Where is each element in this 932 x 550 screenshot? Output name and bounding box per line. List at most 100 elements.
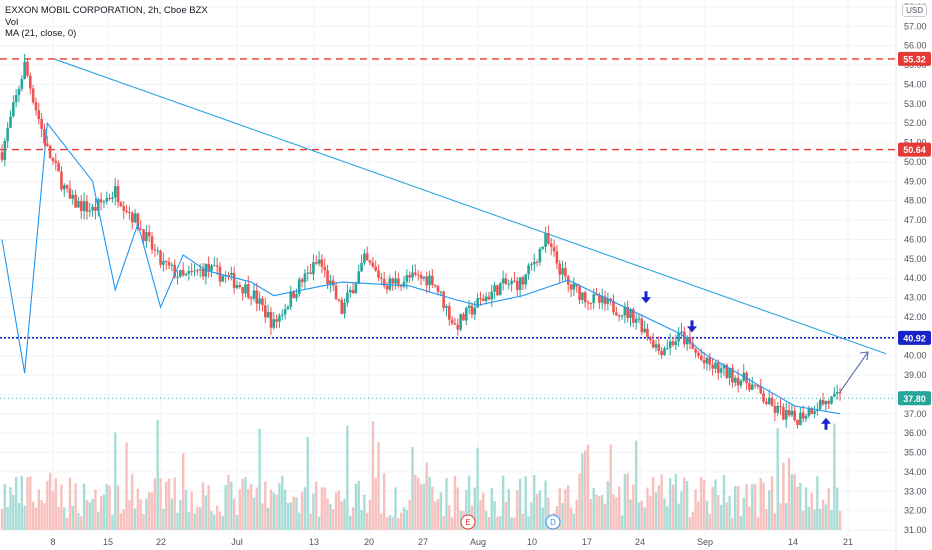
candle-body xyxy=(527,265,530,275)
volume-bar xyxy=(266,507,270,530)
volume-bar xyxy=(196,506,199,530)
volume-bar xyxy=(711,486,714,530)
volume-bar xyxy=(541,507,544,530)
candle-body xyxy=(306,272,310,274)
volume-bar xyxy=(595,494,598,530)
price-tick-label: 48.00 xyxy=(904,196,927,206)
volume-bar xyxy=(315,481,318,530)
volume-bar xyxy=(436,499,440,530)
volume-bar xyxy=(329,504,332,530)
horizontal-levels xyxy=(0,58,896,399)
level-badge xyxy=(898,330,931,345)
candle-body xyxy=(252,290,256,299)
candle-body xyxy=(436,285,440,292)
volume-bar xyxy=(176,512,179,530)
candle-body xyxy=(649,336,652,341)
symbol-title[interactable]: EXXON MOBIL CORPORATION, 2h, Cboe BZX xyxy=(5,5,208,16)
currency-badge[interactable]: USD xyxy=(902,4,927,17)
volume-bar xyxy=(518,478,522,530)
candle-body xyxy=(821,400,825,405)
candle-body xyxy=(598,295,601,303)
event-marker xyxy=(460,514,476,530)
price-tick-label: 44.00 xyxy=(904,273,927,283)
volume-bar xyxy=(600,494,604,530)
candle-body xyxy=(793,410,797,420)
volume-bar xyxy=(748,506,751,530)
candle-body xyxy=(266,311,270,318)
candle-body xyxy=(448,305,451,320)
candle-body xyxy=(176,276,179,278)
trendline-layer xyxy=(54,58,887,355)
volume-bar xyxy=(790,474,794,530)
candle-body xyxy=(416,274,420,276)
candle-body xyxy=(456,324,460,330)
volume-bar xyxy=(838,511,842,530)
volume-bar xyxy=(99,496,103,530)
candle-body xyxy=(337,299,341,301)
volume-bar xyxy=(453,475,457,530)
candle-body xyxy=(397,278,400,285)
volume-indicator-label[interactable]: Vol xyxy=(5,16,19,28)
candle-body xyxy=(626,306,629,318)
volume-bar xyxy=(691,511,694,530)
candle-body xyxy=(510,280,513,285)
candle-body xyxy=(6,127,9,141)
volume-bar xyxy=(533,474,536,530)
volume-bar xyxy=(490,487,493,530)
candle-body xyxy=(119,202,123,207)
volume-bar xyxy=(119,513,123,530)
candle-body xyxy=(179,269,182,277)
price-axis[interactable]: 31.0032.0033.0034.0035.0036.0037.0038.00… xyxy=(904,2,927,535)
candle-body xyxy=(739,380,743,386)
volume-bar xyxy=(736,486,740,530)
candle-body xyxy=(838,392,842,394)
candle-body xyxy=(674,341,678,346)
volume-bar xyxy=(309,513,312,530)
volume-bar xyxy=(354,483,358,530)
candle-body xyxy=(88,210,92,212)
ma-indicator-label[interactable]: MA (21, close, 0) xyxy=(5,28,77,39)
volume-bar xyxy=(493,501,496,530)
candle-body xyxy=(65,185,69,189)
candle-body xyxy=(682,331,686,345)
volume-bar xyxy=(603,503,607,530)
event-marker xyxy=(545,514,561,530)
candle-body xyxy=(297,279,301,295)
price-tick-label: 50.00 xyxy=(904,157,927,167)
candle-body xyxy=(317,259,321,264)
candle-body xyxy=(493,285,496,292)
candle-body xyxy=(113,186,117,198)
time-tick-label: Aug xyxy=(470,537,486,547)
candle-body xyxy=(530,264,533,266)
volume-bar xyxy=(770,476,774,530)
volume-bar xyxy=(187,512,191,530)
volume-bar xyxy=(139,499,142,530)
price-tick-label: 35.00 xyxy=(904,448,927,458)
volume-bar xyxy=(804,487,808,530)
candle-body xyxy=(91,206,94,211)
candle-body xyxy=(501,278,505,284)
volume-bar xyxy=(623,474,627,530)
candle-body xyxy=(617,315,621,317)
candle-body xyxy=(408,275,411,278)
time-axis[interactable]: 8 15 22 Jul 13 20 27 Aug 10 17 24 Sep 14 21 xyxy=(50,537,853,547)
volume-bar xyxy=(88,502,91,530)
candle-body xyxy=(286,306,290,310)
volume-bar xyxy=(768,490,771,530)
volume-bar xyxy=(125,442,128,530)
candle-body xyxy=(504,278,508,285)
volume-bar xyxy=(776,428,779,530)
volume-bar xyxy=(377,442,380,530)
candle-body xyxy=(96,199,100,211)
volume-bar xyxy=(660,474,663,530)
volume-bar xyxy=(74,483,77,530)
arrow-down-icon xyxy=(641,291,651,304)
price-tick-label: 57.00 xyxy=(904,21,927,31)
volume-bar xyxy=(317,516,321,530)
volume-bar xyxy=(564,489,567,530)
volume-bar xyxy=(739,515,743,530)
volume-bar xyxy=(598,495,601,530)
